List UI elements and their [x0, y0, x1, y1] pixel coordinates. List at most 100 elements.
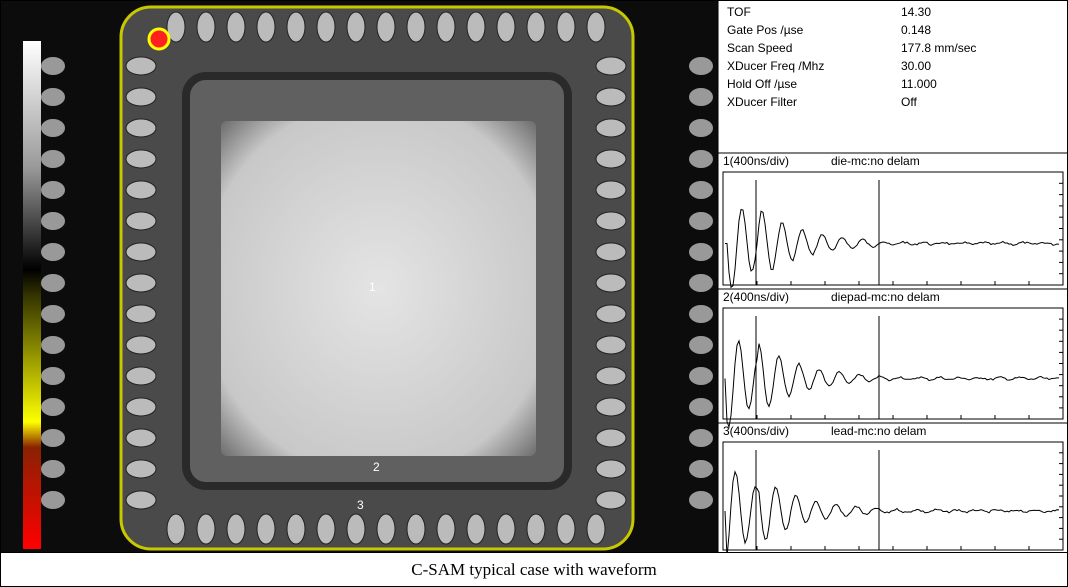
outer-bump [689, 398, 713, 416]
page: 1 2 3 TOF 14.30 Gate Pos /µse 0.148 Scan Speed… [0, 0, 1068, 587]
bump [167, 514, 185, 544]
bump [587, 514, 605, 544]
bump [347, 514, 365, 544]
parameter-value: Off [901, 95, 917, 109]
waveform-description: diepad-mc:no delam [831, 290, 940, 304]
bump [596, 336, 626, 354]
bump [467, 12, 485, 42]
waveform-label: 2(400ns/div) [723, 290, 789, 304]
figure: 1 2 3 TOF 14.30 Gate Pos /µse 0.148 Scan Speed… [1, 1, 1067, 552]
outer-bump [689, 460, 713, 478]
outer-bump [41, 367, 65, 385]
bump [596, 460, 626, 478]
bump [377, 514, 395, 544]
bump [197, 514, 215, 544]
bump [407, 514, 425, 544]
waveform-description: lead-mc:no delam [831, 424, 926, 438]
outer-bump [689, 181, 713, 199]
outer-bump [41, 150, 65, 168]
bump [497, 12, 515, 42]
bump [527, 12, 545, 42]
bump [596, 57, 626, 75]
outer-bump [689, 88, 713, 106]
waveform-label: 3(400ns/div) [723, 424, 789, 438]
bump [197, 12, 215, 42]
bump [126, 88, 156, 106]
outer-bump [689, 336, 713, 354]
waveform-label: 1(400ns/div) [723, 154, 789, 168]
bump [596, 398, 626, 416]
outer-bump [689, 150, 713, 168]
bump [596, 367, 626, 385]
outer-bump [689, 491, 713, 509]
bump [126, 181, 156, 199]
bump [527, 514, 545, 544]
bump [557, 12, 575, 42]
color-bar [23, 41, 41, 549]
bump [126, 150, 156, 168]
outer-bump [41, 460, 65, 478]
bump [437, 514, 455, 544]
outer-bump [689, 119, 713, 137]
parameter-label: Scan Speed [727, 41, 792, 55]
bump [227, 514, 245, 544]
outer-bump [689, 305, 713, 323]
outer-bump [41, 398, 65, 416]
bump [596, 88, 626, 106]
parameter-value: 14.30 [901, 5, 931, 19]
bump [257, 12, 275, 42]
outer-bump [689, 274, 713, 292]
bump [596, 274, 626, 292]
parameter-value: 30.00 [901, 59, 931, 73]
bump [467, 514, 485, 544]
bump [126, 274, 156, 292]
parameter-label: XDucer Freq /Mhz [727, 59, 824, 73]
bump [596, 429, 626, 447]
bump [126, 243, 156, 261]
marker-label: 3 [357, 498, 364, 512]
outer-bump [41, 243, 65, 261]
bump [126, 429, 156, 447]
outer-bump [41, 57, 65, 75]
bump [126, 119, 156, 137]
bump [227, 12, 245, 42]
parameter-label: XDucer Filter [727, 95, 797, 109]
outer-bump [689, 57, 713, 75]
outer-bump [41, 305, 65, 323]
bump [407, 12, 425, 42]
outer-bump [689, 367, 713, 385]
outer-bump [41, 88, 65, 106]
parameter-value: 11.000 [901, 77, 937, 91]
outer-bump [689, 429, 713, 447]
outer-bump [689, 212, 713, 230]
bump [126, 305, 156, 323]
parameter-label: Gate Pos /µse [727, 23, 804, 37]
outer-bump [689, 243, 713, 261]
die [221, 121, 536, 456]
hot-spot [149, 29, 169, 49]
bump [596, 305, 626, 323]
bump [287, 514, 305, 544]
bump [317, 12, 335, 42]
parameter-value: 0.148 [901, 23, 931, 37]
bump [287, 12, 305, 42]
marker-label: 1 [369, 280, 376, 294]
bump [557, 514, 575, 544]
outer-bump [41, 491, 65, 509]
outer-bump [41, 336, 65, 354]
marker-label: 2 [373, 460, 380, 474]
bump [377, 12, 395, 42]
bump [596, 119, 626, 137]
bump [317, 514, 335, 544]
parameter-value: 177.8 mm/sec [901, 41, 976, 55]
bump [596, 150, 626, 168]
bump [596, 212, 626, 230]
bump [126, 367, 156, 385]
parameter-label: TOF [727, 5, 751, 19]
bump [126, 398, 156, 416]
bump [126, 212, 156, 230]
bump [126, 491, 156, 509]
bump [596, 243, 626, 261]
bump [126, 460, 156, 478]
bump [596, 181, 626, 199]
